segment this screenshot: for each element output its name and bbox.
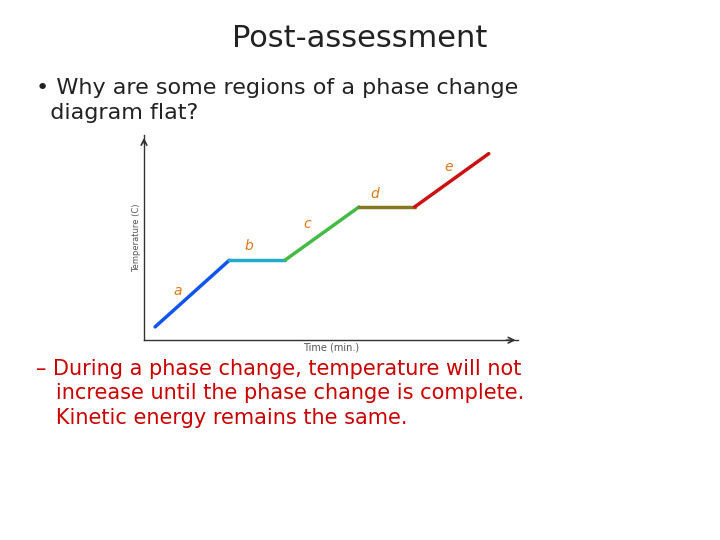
Text: diagram flat?: diagram flat?	[36, 103, 198, 123]
Text: a: a	[174, 284, 182, 298]
Y-axis label: Temperature (C): Temperature (C)	[132, 204, 141, 272]
Text: b: b	[244, 239, 253, 253]
Text: • Why are some regions of a phase change: • Why are some regions of a phase change	[36, 78, 518, 98]
Text: – During a phase change, temperature will not: – During a phase change, temperature wil…	[36, 359, 521, 379]
Text: d: d	[370, 187, 379, 201]
Text: increase until the phase change is complete.: increase until the phase change is compl…	[36, 383, 524, 403]
Text: Post-assessment: Post-assessment	[233, 24, 487, 53]
Text: e: e	[444, 160, 453, 174]
Text: Kinetic energy remains the same.: Kinetic energy remains the same.	[36, 408, 408, 428]
Text: c: c	[303, 217, 311, 231]
X-axis label: Time (min.): Time (min.)	[303, 343, 359, 353]
